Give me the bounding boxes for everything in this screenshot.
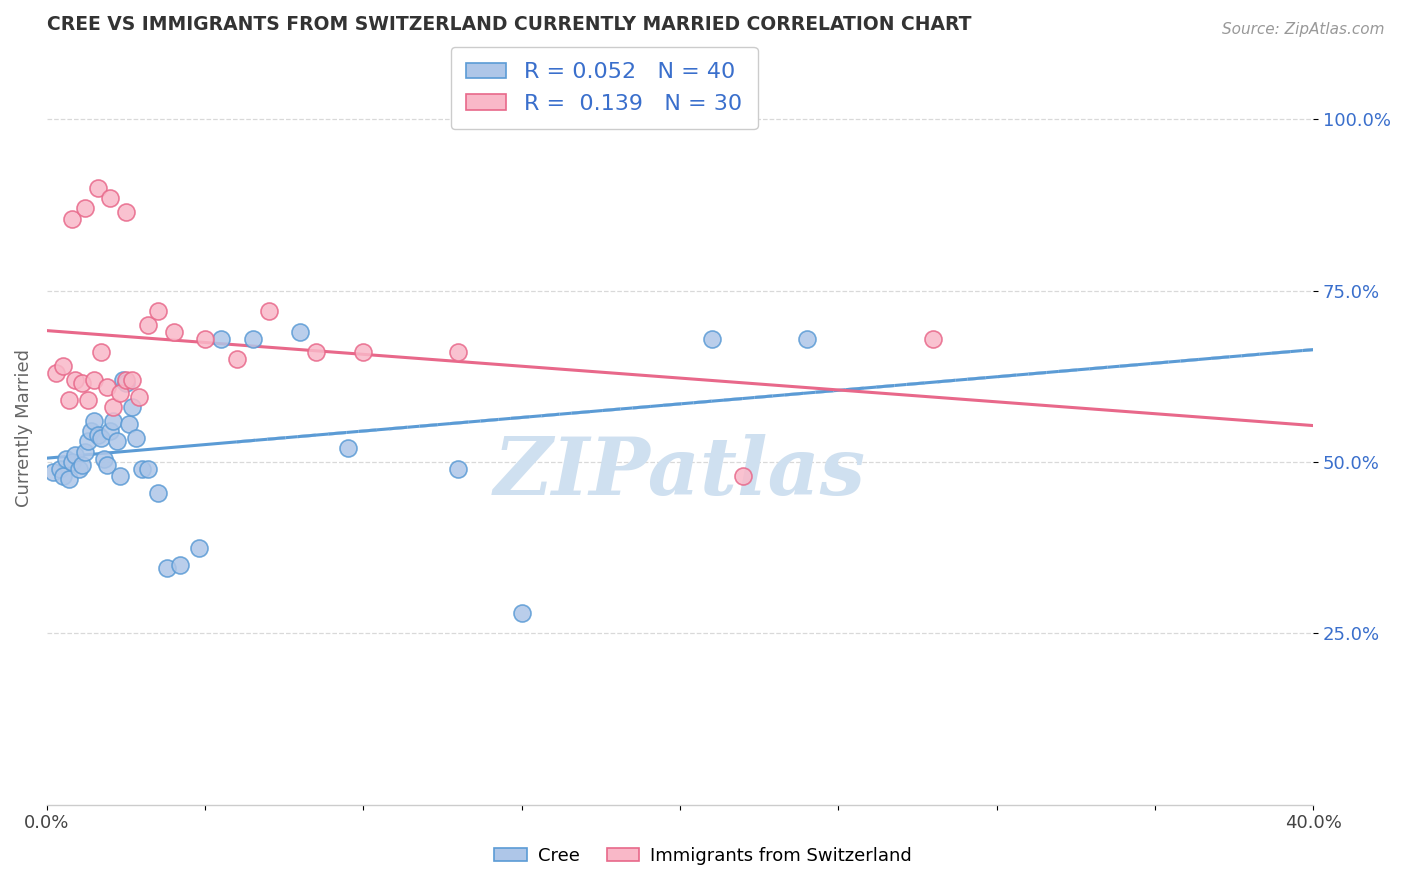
Point [169, 558, 191, 572]
Point [121, 400, 143, 414]
Point [77, 393, 100, 408]
Point [70, 376, 93, 391]
Point [242, 332, 264, 346]
Point [96, 379, 118, 393]
Point [90, 345, 112, 359]
Point [146, 304, 169, 318]
Point [146, 486, 169, 500]
Point [733, 468, 755, 483]
Point [60, 211, 83, 226]
Point [103, 400, 125, 414]
Point [131, 462, 153, 476]
Point [447, 462, 470, 476]
Point [118, 417, 141, 432]
Point [510, 606, 533, 620]
Point [55, 451, 77, 466]
Point [187, 541, 209, 555]
Point [83, 414, 105, 428]
Point [52, 468, 75, 483]
Point [156, 561, 179, 575]
Text: ZIPatlas: ZIPatlas [494, 434, 866, 512]
Point [108, 468, 131, 483]
Point [77, 434, 100, 449]
Point [83, 373, 105, 387]
Point [86, 427, 108, 442]
Point [796, 332, 818, 346]
Point [52, 359, 75, 373]
Point [124, 431, 146, 445]
Point [209, 332, 232, 346]
Point [45, 366, 67, 380]
Point [700, 332, 723, 346]
Point [108, 386, 131, 401]
Point [447, 345, 470, 359]
Point [60, 455, 83, 469]
Text: CREE VS IMMIGRANTS FROM SWITZERLAND CURRENTLY MARRIED CORRELATION CHART: CREE VS IMMIGRANTS FROM SWITZERLAND CURR… [46, 15, 972, 34]
Point [96, 458, 118, 473]
Point [93, 451, 115, 466]
Point [73, 444, 96, 458]
Point [225, 352, 247, 367]
Point [98, 424, 121, 438]
Point [90, 431, 112, 445]
Legend: R = 0.052   N = 40, R =  0.139   N = 30: R = 0.052 N = 40, R = 0.139 N = 30 [450, 47, 758, 129]
Point [194, 332, 217, 346]
Point [128, 390, 150, 404]
Point [115, 373, 138, 387]
Point [136, 462, 159, 476]
Point [48, 462, 70, 476]
Point [80, 424, 103, 438]
Point [162, 325, 184, 339]
Point [86, 181, 108, 195]
Point [105, 434, 128, 449]
Y-axis label: Currently Married: Currently Married [15, 349, 32, 507]
Point [65, 373, 87, 387]
Point [70, 458, 93, 473]
Point [42, 465, 65, 479]
Point [98, 191, 121, 205]
Point [67, 462, 90, 476]
Point [65, 448, 87, 462]
Point [336, 442, 359, 456]
Legend: Cree, Immigrants from Switzerland: Cree, Immigrants from Switzerland [486, 840, 920, 872]
Point [115, 376, 138, 391]
Point [288, 325, 311, 339]
Point [305, 345, 328, 359]
Point [922, 332, 945, 346]
Point [111, 373, 134, 387]
Point [115, 205, 138, 219]
Point [257, 304, 280, 318]
Point [353, 345, 375, 359]
Point [58, 472, 80, 486]
Point [58, 393, 80, 408]
Point [73, 202, 96, 216]
Text: Source: ZipAtlas.com: Source: ZipAtlas.com [1222, 22, 1385, 37]
Point [121, 373, 143, 387]
Point [103, 414, 125, 428]
Point [136, 318, 159, 332]
